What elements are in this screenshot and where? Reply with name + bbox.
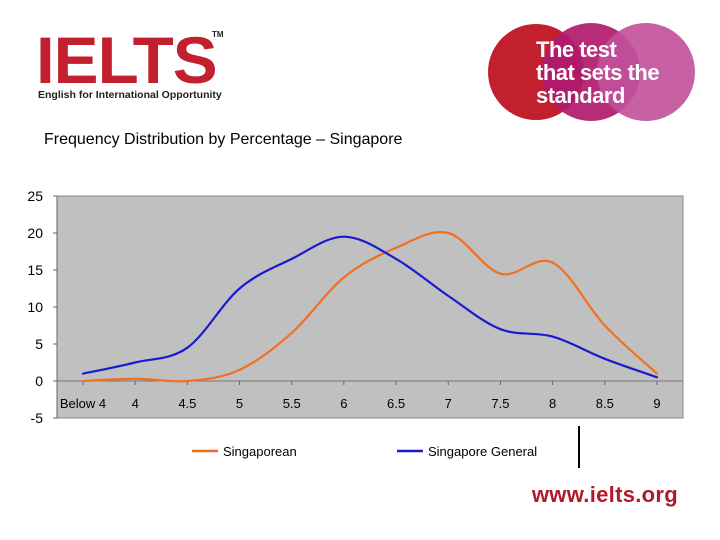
x-tick-label: 7.5 — [491, 396, 509, 411]
x-tick-label: 5 — [236, 396, 243, 411]
badge-circle-right — [597, 23, 695, 121]
series-line-singaporean — [81, 230, 659, 383]
line-chart: 25 20 15 10 5 0 -5 Below 4 4 4.5 5 5.5 6 6.5 7 7.5 8 8.5 9… — [27, 188, 684, 459]
x-tick-label: 7 — [445, 396, 452, 411]
x-tick-label: 5.5 — [283, 396, 301, 411]
ielts-logo: IELTS TM English for International Oppor… — [36, 23, 236, 102]
badge-line-3: standard — [536, 83, 625, 108]
y-tick-label: 25 — [27, 188, 43, 204]
x-tick-label: 9 — [653, 396, 660, 411]
ielts-tagline: English for International Opportunity — [38, 89, 222, 101]
x-tick-label: 6 — [340, 396, 347, 411]
x-tick-label: 4.5 — [178, 396, 196, 411]
legend-label-singaporean: Singaporean — [223, 444, 297, 459]
series-line-singapore-general — [81, 235, 659, 379]
legend-label-singapore-general: Singapore General — [428, 444, 537, 459]
x-tick-label: Below 4 — [60, 396, 106, 411]
y-tick-label: 15 — [27, 262, 43, 278]
divider-line — [578, 426, 580, 468]
x-tick-label: 4 — [132, 396, 139, 411]
x-tick-label: 6.5 — [387, 396, 405, 411]
badge-text: The test that sets the standard — [536, 37, 660, 108]
y-tick-label: 20 — [27, 225, 43, 241]
y-tick-label: 10 — [27, 299, 43, 315]
standard-badge — [488, 23, 695, 121]
chart-title: Frequency Distribution by Percentage – S… — [44, 131, 403, 148]
badge-line-1: The test — [536, 37, 617, 62]
x-tick-label: 8.5 — [596, 396, 614, 411]
y-tick-label: 0 — [35, 373, 43, 389]
badge-line-2: that sets the — [536, 60, 660, 85]
x-tick-label: 8 — [549, 396, 556, 411]
y-tick-label: -5 — [31, 410, 44, 426]
trademark-mark: TM — [212, 30, 224, 39]
y-tick-label: 5 — [35, 336, 43, 352]
ielts-logo-word: IELTS — [36, 23, 218, 97]
website-url: www.ielts.org — [531, 482, 678, 507]
